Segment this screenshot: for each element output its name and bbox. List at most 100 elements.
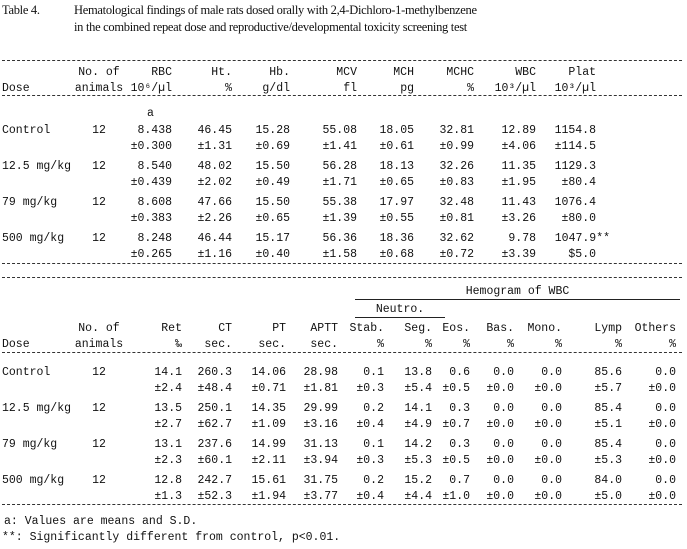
animal-count: 12 — [92, 160, 106, 173]
header-plat: Plat — [568, 66, 596, 79]
header-unit: % — [555, 338, 562, 351]
mean-value: 31.13 — [303, 438, 338, 451]
sd-value: ±62.7 — [197, 418, 232, 431]
neutro-rule — [355, 317, 445, 318]
mean-value: 0.7 — [449, 474, 470, 487]
sd-value: ±1.09 — [251, 418, 286, 431]
sd-value: ±0.7 — [442, 418, 470, 431]
mean-value: 15.17 — [255, 232, 290, 245]
mean-value: 0.2 — [363, 474, 384, 487]
sd-value: ±0.265 — [130, 248, 172, 261]
sd-value: ±0.55 — [379, 212, 414, 225]
mean-value: 242.7 — [197, 474, 232, 487]
sd-value: ±0.5 — [442, 454, 470, 467]
header-unit: % — [225, 82, 232, 95]
dose-label: Control — [2, 366, 51, 379]
sd-value: ±0.0 — [534, 382, 562, 395]
sd-value: ±1.3 — [154, 490, 182, 503]
sd-value: ±0.0 — [648, 490, 676, 503]
mean-value: 18.36 — [379, 232, 414, 245]
dose-label: 12.5 mg/kg — [2, 402, 72, 415]
sd-value: ±2.4 — [154, 382, 182, 395]
sd-value: ±1.0 — [442, 490, 470, 503]
header-hb: Hb. — [269, 66, 290, 79]
sd-value: ±0.383 — [130, 212, 172, 225]
sd-value: ±3.26 — [501, 212, 536, 225]
sd-value: ±5.3 — [404, 454, 432, 467]
sd-value: ±3.39 — [501, 248, 536, 261]
mean-value: 0.0 — [541, 438, 562, 451]
dose-label: Control — [2, 124, 51, 137]
sd-value: ±0.5 — [442, 382, 470, 395]
mean-value: 9.78 — [508, 232, 536, 245]
header-mchc: MCHC — [446, 66, 474, 79]
mean-value: 0.0 — [493, 402, 514, 415]
mean-value: 0.0 — [493, 438, 514, 451]
animal-count: 12 — [92, 232, 106, 245]
header-animals-top: No. of — [78, 322, 120, 335]
header-unit: % — [669, 338, 676, 351]
animal-count: 12 — [92, 196, 106, 209]
mean-value: 1154.8 — [554, 124, 596, 137]
dose-label: 500 mg/kg — [2, 474, 65, 487]
dashed-rule — [2, 263, 682, 264]
mean-value: 0.0 — [541, 366, 562, 379]
mean-value: 260.3 — [197, 366, 232, 379]
mean-value: 85.4 — [594, 438, 622, 451]
sd-value: ±0.81 — [439, 212, 474, 225]
mean-value: 1129.3 — [554, 160, 596, 173]
sd-value: ±52.3 — [197, 490, 232, 503]
header-unit: fl — [343, 82, 357, 95]
sd-value: ±5.0 — [594, 490, 622, 503]
mean-value: 55.38 — [322, 196, 357, 209]
sd-value: ±0.99 — [439, 140, 474, 153]
mean-value: 32.26 — [439, 160, 474, 173]
sd-value: ±1.95 — [501, 176, 536, 189]
sd-value: ±0.0 — [534, 490, 562, 503]
header-bas: Bas. — [486, 322, 514, 335]
mean-value: 31.75 — [303, 474, 338, 487]
header-mcv: MCV — [336, 66, 357, 79]
sd-value: ±0.0 — [486, 454, 514, 467]
mean-value: 0.0 — [541, 474, 562, 487]
mean-value: 8.438 — [137, 124, 172, 137]
mean-value: 46.45 — [197, 124, 232, 137]
mean-value: 15.28 — [255, 124, 290, 137]
header-mono: Mono. — [527, 322, 562, 335]
header-pt: PT — [272, 322, 286, 335]
mean-value: 18.13 — [379, 160, 414, 173]
mean-value: 0.0 — [655, 402, 676, 415]
mean-value: 11.35 — [501, 160, 536, 173]
header-rbc: RBC — [151, 66, 172, 79]
sd-value: ±0.71 — [251, 382, 286, 395]
sd-value: ±0.65 — [255, 212, 290, 225]
neutro-subgroup-header: Neutro. — [375, 303, 425, 316]
header-ht: Ht. — [211, 66, 232, 79]
header-unit: % — [463, 338, 470, 351]
mean-value: 56.36 — [322, 232, 357, 245]
sd-value: ±0.0 — [486, 418, 514, 431]
sd-value: ±5.3 — [594, 454, 622, 467]
header-unit: pg — [400, 82, 414, 95]
sd-value: ±0.72 — [439, 248, 474, 261]
mean-value: 18.05 — [379, 124, 414, 137]
header-unit: 10³/µl — [494, 82, 536, 95]
header-mch: MCH — [393, 66, 414, 79]
header-unit: sec. — [258, 338, 286, 351]
sd-value: ±2.3 — [154, 454, 182, 467]
sd-value: ±0.40 — [255, 248, 290, 261]
header-eos: Eos. — [442, 322, 470, 335]
header-unit: ‰ — [175, 338, 182, 351]
sd-value: ±1.71 — [322, 176, 357, 189]
header-stab: Stab. — [349, 322, 384, 335]
footnote-a: a: Values are means and S.D. — [4, 515, 198, 528]
mean-value: 46.44 — [197, 232, 232, 245]
sd-value: ±4.9 — [404, 418, 432, 431]
mean-value: 0.0 — [493, 366, 514, 379]
header-unit: 10³/µl — [554, 82, 596, 95]
mean-value: 250.1 — [197, 402, 232, 415]
animal-count: 12 — [92, 124, 106, 137]
mean-value: 32.48 — [439, 196, 474, 209]
mean-value: 0.0 — [655, 366, 676, 379]
mean-value: 17.97 — [379, 196, 414, 209]
